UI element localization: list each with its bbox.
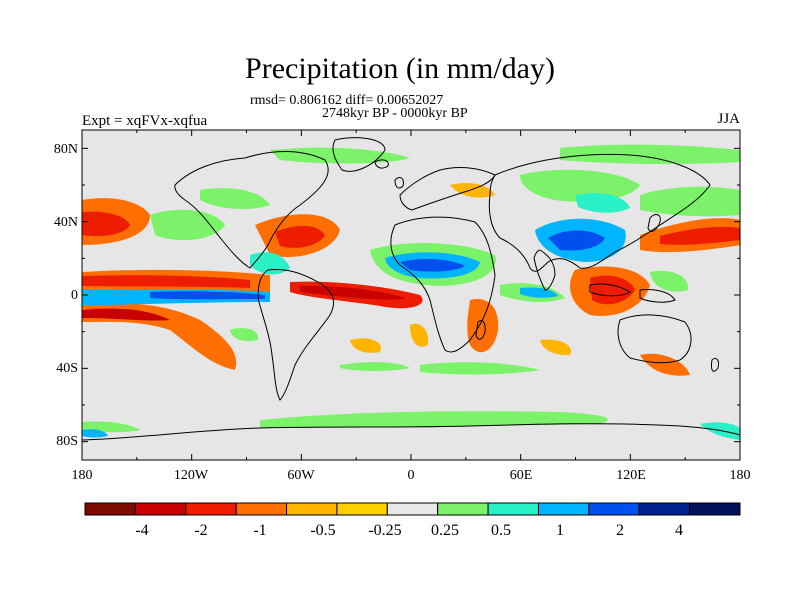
xtick-label: 120W: [173, 468, 209, 483]
colorbar-swatch: [689, 502, 741, 516]
xtick-label: 60E: [509, 468, 533, 483]
colorbar-label: -2: [194, 522, 208, 539]
colorbar-label: 4: [675, 522, 683, 539]
colorbar-label: -1: [253, 522, 267, 539]
map-title: Precipitation (in mm/day): [245, 52, 555, 85]
ytick-label: 0: [71, 288, 78, 303]
colorbar-swatch: [638, 502, 691, 516]
xtick-label: 60W: [287, 468, 315, 483]
colorbar: [84, 502, 741, 516]
colorbar-label: 0.25: [431, 522, 459, 539]
coastlines: [82, 137, 740, 441]
xtick-label: 180: [729, 468, 751, 483]
colorbar-label: 0.5: [491, 522, 511, 539]
xtick-label: 180: [71, 468, 93, 483]
colorbar-swatch: [286, 502, 338, 516]
colorbar-swatch: [487, 502, 539, 516]
experiment-label: Expt = xqFVx-xqfua: [82, 113, 208, 129]
xtick-label: 120E: [616, 468, 646, 483]
ytick-label: 80S: [56, 434, 78, 449]
ytick-label: 80N: [53, 142, 78, 157]
colorbar-swatch: [437, 502, 489, 516]
map-panel: [82, 130, 740, 460]
axis-ticks: [81, 130, 741, 460]
colorbar-swatch: [84, 502, 136, 516]
stats-subtitle: rmsd= 0.806162 diff= 0.00652027: [250, 93, 444, 108]
precip-dry-anomalies: [82, 183, 740, 376]
colorbar-label: 1: [556, 522, 564, 539]
colorbar-label: -4: [135, 522, 149, 539]
ytick-label: 40N: [53, 215, 78, 230]
colorbar-swatch: [537, 502, 590, 516]
season-label: JJA: [717, 111, 740, 127]
period-label: 2748kyr BP - 0000kyr BP: [322, 106, 468, 121]
colorbar-label: 2: [616, 522, 624, 539]
ytick-label: 40S: [56, 361, 78, 376]
colorbar-swatch: [134, 502, 187, 516]
colorbar-swatch: [588, 502, 640, 516]
colorbar-label: -0.25: [368, 522, 402, 539]
colorbar-swatch: [235, 502, 288, 516]
colorbar-label: -0.5: [310, 522, 336, 539]
xtick-label: 0: [407, 468, 415, 483]
colorbar-swatch: [185, 502, 237, 516]
precip-wet-anomalies: [82, 144, 740, 440]
colorbar-swatch: [336, 502, 388, 516]
colorbar-swatch: [386, 502, 439, 516]
